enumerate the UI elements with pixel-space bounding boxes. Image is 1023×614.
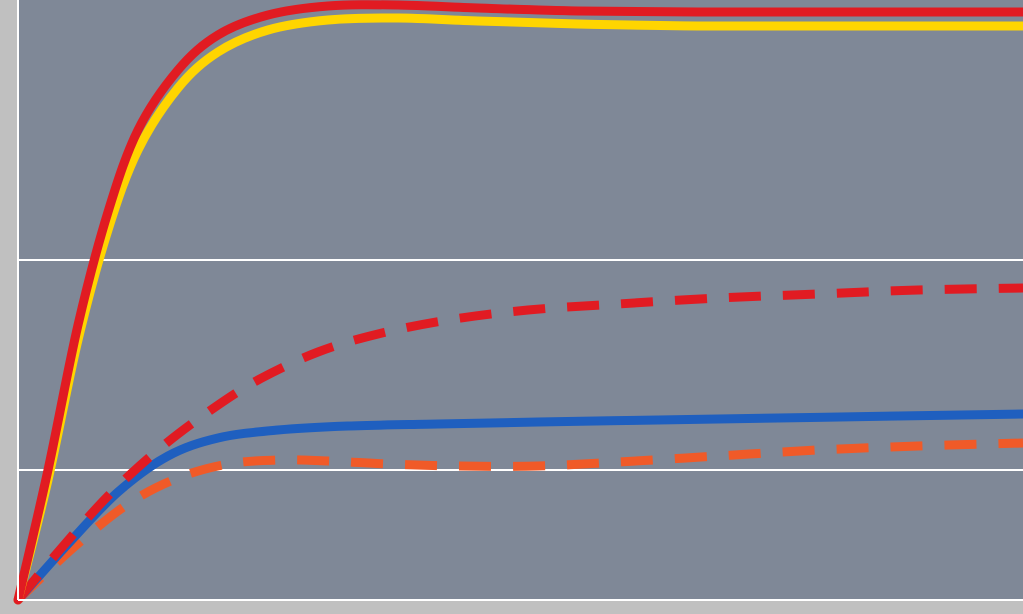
line-chart xyxy=(0,0,1023,614)
chart-plot-bg xyxy=(18,0,1023,600)
